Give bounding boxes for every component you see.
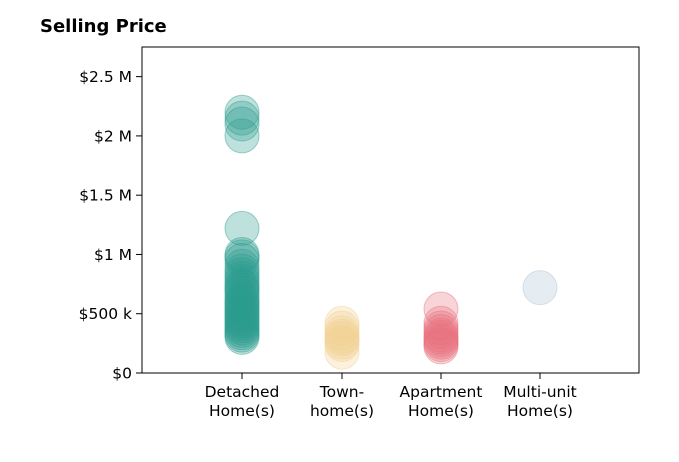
data-point bbox=[224, 270, 260, 306]
data-point bbox=[224, 253, 260, 289]
data-point bbox=[224, 118, 260, 154]
data-point bbox=[224, 264, 260, 300]
x-tick-label: Apartment Home(s) bbox=[400, 383, 483, 420]
data-point bbox=[324, 324, 360, 360]
data-point bbox=[324, 321, 360, 357]
y-tick-label: $1.5 M bbox=[79, 187, 132, 205]
data-point bbox=[224, 282, 260, 318]
data-point bbox=[324, 315, 360, 351]
data-point bbox=[423, 324, 459, 360]
data-point bbox=[224, 289, 260, 325]
data-point bbox=[423, 305, 459, 341]
data-point bbox=[324, 310, 360, 346]
data-point bbox=[224, 303, 260, 339]
data-point bbox=[224, 272, 260, 308]
x-tick-label-line: Multi-unit bbox=[503, 383, 577, 401]
data-point bbox=[224, 286, 260, 322]
data-point bbox=[224, 267, 260, 303]
y-tick-label: $2.5 M bbox=[79, 68, 132, 86]
x-tick-label-line: Home(s) bbox=[408, 402, 474, 420]
data-point bbox=[224, 310, 260, 346]
y-tick-label: $0 bbox=[112, 365, 132, 383]
data-point bbox=[224, 257, 260, 293]
y-tick-label: $2 M bbox=[94, 127, 132, 145]
x-axis: Detached Home(s)Town-home(s)Apartment Home… bbox=[205, 373, 577, 420]
data-point bbox=[423, 291, 459, 327]
y-tick-label: $500 k bbox=[79, 305, 132, 323]
data-point bbox=[224, 236, 260, 272]
data-point bbox=[324, 305, 360, 341]
data-point bbox=[224, 210, 260, 246]
data-point bbox=[324, 327, 360, 363]
data-point bbox=[522, 270, 558, 306]
x-tick-label-line: Town- bbox=[319, 383, 364, 401]
data-point bbox=[423, 314, 459, 350]
data-point bbox=[324, 334, 360, 370]
data-point bbox=[224, 312, 260, 348]
data-point bbox=[224, 291, 260, 327]
data-point bbox=[224, 296, 260, 332]
data-point bbox=[224, 284, 260, 320]
x-tick-label-line: Home(s) bbox=[507, 402, 573, 420]
x-tick-label-line: home(s) bbox=[310, 402, 374, 420]
data-point bbox=[423, 327, 459, 363]
y-axis: $0 $500 k $1 M $1.5 M $2 M $2.5 M bbox=[79, 68, 142, 383]
data-point bbox=[224, 94, 260, 130]
data-point bbox=[423, 317, 459, 353]
chart-title: Selling Price bbox=[40, 16, 167, 37]
data-point bbox=[324, 318, 360, 354]
data-point bbox=[423, 329, 459, 365]
data-point bbox=[224, 248, 260, 284]
data-point bbox=[224, 260, 260, 296]
data-point bbox=[224, 278, 260, 314]
data-points bbox=[224, 94, 558, 370]
data-point bbox=[224, 298, 260, 334]
x-tick-label-line: Home(s) bbox=[209, 402, 275, 420]
data-point bbox=[224, 239, 260, 275]
x-tick-label-line: Detached bbox=[205, 383, 280, 401]
data-point bbox=[224, 315, 260, 351]
data-point bbox=[423, 322, 459, 358]
data-point bbox=[423, 319, 459, 355]
data-point bbox=[224, 274, 260, 310]
data-point bbox=[224, 308, 260, 344]
data-point bbox=[423, 310, 459, 346]
data-point bbox=[224, 317, 260, 353]
data-point bbox=[224, 106, 260, 142]
data-point bbox=[224, 293, 260, 329]
data-point bbox=[224, 242, 260, 278]
y-tick-label: $1 M bbox=[94, 246, 132, 264]
data-point bbox=[224, 300, 260, 336]
data-point bbox=[224, 305, 260, 341]
x-tick-label: Multi-unit Home(s) bbox=[503, 383, 577, 420]
x-tick-label-line: Apartment bbox=[400, 383, 483, 401]
x-tick-label: Town-home(s) bbox=[310, 383, 374, 420]
data-point bbox=[224, 319, 260, 355]
plot-frame bbox=[141, 46, 640, 374]
x-tick-label: Detached Home(s) bbox=[205, 383, 280, 420]
data-point bbox=[224, 100, 260, 136]
